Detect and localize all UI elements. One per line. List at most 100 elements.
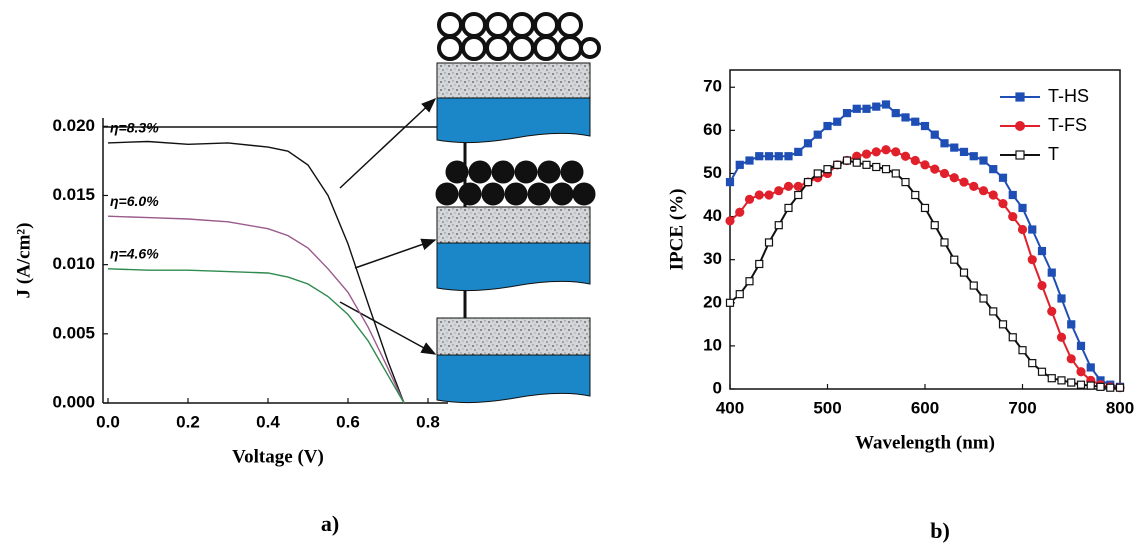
marker	[795, 192, 802, 199]
marker	[1009, 213, 1017, 221]
marker	[1097, 383, 1104, 390]
y-tick-label: 70	[703, 77, 722, 96]
marker	[1028, 256, 1036, 264]
marker	[892, 148, 900, 156]
marker	[873, 103, 880, 110]
marker	[726, 217, 734, 225]
y-tick-label: 0.015	[52, 185, 95, 204]
marker	[970, 182, 978, 190]
marker	[1117, 384, 1124, 391]
marker	[844, 157, 851, 164]
marker	[727, 299, 734, 306]
marker	[951, 144, 958, 151]
marker	[922, 204, 929, 211]
marker	[736, 161, 743, 168]
marker	[756, 260, 763, 267]
marker	[814, 170, 821, 177]
marker	[922, 123, 929, 130]
marker	[902, 179, 909, 186]
x-tick-label: 0.0	[96, 412, 120, 431]
y-tick-label: 40	[703, 206, 722, 225]
marker	[989, 191, 997, 199]
data-line	[108, 216, 404, 403]
marker	[863, 150, 871, 158]
marker	[883, 101, 890, 108]
marker	[980, 157, 987, 164]
y-tick-label: 0.010	[52, 254, 95, 273]
marker	[941, 239, 948, 246]
marker	[872, 148, 880, 156]
y-tick-label: 0.000	[52, 392, 95, 411]
x-axis-title: Voltage (V)	[232, 446, 324, 467]
marker	[1029, 226, 1036, 233]
legend-marker	[1016, 93, 1024, 101]
curve-label: η=8.3%	[110, 120, 159, 136]
marker	[1077, 368, 1085, 376]
marker	[1019, 226, 1027, 234]
marker	[931, 222, 938, 229]
data-line	[108, 269, 404, 403]
marker	[951, 256, 958, 263]
x-tick-label: 600	[911, 398, 939, 417]
marker	[912, 192, 919, 199]
marker	[1058, 295, 1065, 302]
x-tick-label: 500	[813, 398, 841, 417]
marker	[824, 123, 831, 130]
marker	[1039, 368, 1046, 375]
marker	[834, 118, 841, 125]
marker	[912, 118, 919, 125]
marker	[794, 182, 802, 190]
marker	[746, 157, 753, 164]
marker	[1087, 364, 1094, 371]
x-axis-title: Wavelength (nm)	[855, 432, 995, 453]
y-tick-label: 0.005	[52, 323, 95, 342]
marker	[941, 169, 949, 177]
panel-label: a)	[321, 511, 339, 536]
figure: 0.0 0.2 0.4 0.6 0.8 0.000 0.005 0.010 0.015 0.020…	[0, 0, 1145, 547]
x-tick-label: 0.4	[256, 412, 280, 431]
marker	[844, 110, 851, 117]
marker	[766, 153, 773, 160]
y-tick-label: 60	[703, 120, 722, 139]
marker	[795, 148, 802, 155]
marker	[961, 148, 968, 155]
marker	[970, 282, 977, 289]
marker	[980, 187, 988, 195]
x-tick-label: 0.8	[416, 412, 440, 431]
marker	[1107, 384, 1114, 391]
marker	[863, 105, 870, 112]
y-tick-label: 20	[703, 292, 722, 311]
marker	[990, 166, 997, 173]
marker	[834, 161, 841, 168]
marker	[853, 105, 860, 112]
panel-label: b)	[930, 518, 950, 543]
marker	[1048, 307, 1056, 315]
legend-label: T	[1048, 144, 1059, 164]
marker	[727, 179, 734, 186]
marker	[1038, 282, 1046, 290]
marker	[765, 191, 773, 199]
legend-marker	[1016, 151, 1024, 159]
x-tick-label: 800	[1106, 398, 1134, 417]
legend-marker	[1016, 122, 1025, 131]
legend-label: T-FS	[1048, 115, 1087, 135]
marker	[746, 195, 754, 203]
marker	[902, 114, 909, 121]
marker	[1048, 269, 1055, 276]
marker	[746, 278, 753, 285]
y-axis-title: IPCE (%)	[666, 189, 687, 271]
x-tick-label: 0.2	[176, 412, 200, 431]
marker	[1068, 379, 1075, 386]
marker	[892, 170, 899, 177]
marker	[902, 152, 910, 160]
marker	[970, 153, 977, 160]
marker	[775, 153, 782, 160]
y-tick-label: 0.020	[52, 116, 95, 135]
marker	[1087, 382, 1094, 389]
x-tick-label: 0.6	[336, 412, 360, 431]
page: 0.0 0.2 0.4 0.6 0.8 0.000 0.005 0.010 0.015 0.020…	[0, 0, 1145, 547]
marker	[961, 269, 968, 276]
marker	[1068, 321, 1075, 328]
y-tick-label: 10	[703, 335, 722, 354]
marker	[1009, 334, 1016, 341]
